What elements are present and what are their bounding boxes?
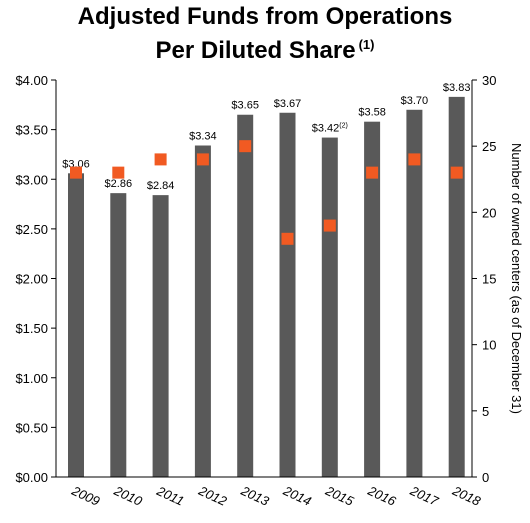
data-label: $3.83 [443, 82, 471, 94]
data-label: $3.34 [189, 131, 217, 143]
data-label: $3.42(2) [312, 123, 348, 135]
data-label: $2.84 [147, 180, 175, 192]
y-left-tick-label: $2.00 [15, 272, 48, 287]
y-right-tick-label: 30 [482, 73, 496, 88]
y-left-tick-label: $3.50 [15, 123, 48, 138]
chart-subtitle: Per Diluted Share (1) [0, 30, 530, 65]
owned-centers-marker [281, 232, 294, 245]
y-right-tick-label: 25 [482, 139, 496, 154]
bar-series: $3.06 $2.86 $2.84 $3.34 $3.65 $3.67 $3.42(2) $3… [62, 82, 471, 478]
data-label: $3.06 [62, 158, 90, 170]
owned-centers-marker [112, 166, 125, 179]
bar [406, 109, 423, 478]
y-left-tick-label: $3.00 [15, 172, 48, 187]
data-label: $3.67 [274, 98, 302, 110]
owned-centers-marker [154, 153, 167, 166]
bar [68, 173, 84, 478]
y-left-tick-label: $2.50 [15, 222, 48, 237]
owned-centers-marker [239, 140, 252, 153]
owned-centers-marker [408, 153, 421, 166]
bar [448, 96, 465, 477]
owned-centers-series [70, 140, 463, 245]
bar [321, 137, 338, 477]
x-tick-label: 2014 [280, 483, 313, 509]
y-right-tick-label: 15 [482, 272, 496, 287]
y-right-tick-label: 20 [482, 205, 496, 220]
y-right-tick-label: 10 [482, 338, 496, 353]
y-left-tick-label: $1.50 [15, 321, 48, 336]
owned-centers-marker [450, 166, 463, 179]
bar [152, 195, 169, 477]
owned-centers-marker [366, 166, 379, 179]
owned-centers-marker [196, 153, 209, 166]
axes: 2009 2010 2011 2012 2013 2014 2015 2016 2017 2018… [15, 73, 524, 509]
chart-title: Adjusted Funds from Operations [0, 2, 530, 31]
chart-title-line1: Adjusted Funds from Operations [77, 3, 453, 30]
data-label: $2.86 [105, 178, 133, 190]
y-left-tick-label: $0.00 [15, 470, 48, 485]
owned-centers-marker [323, 219, 336, 232]
bar [279, 112, 296, 477]
y-left-tick-label: $1.00 [15, 371, 48, 386]
x-tick-label: 2009 [69, 483, 102, 509]
y-right-tick-label: 5 [482, 404, 489, 419]
x-tick-label: 2010 [111, 483, 145, 510]
data-label: $3.65 [231, 100, 259, 112]
bar [364, 121, 381, 477]
x-tick-label: 2018 [449, 483, 483, 510]
x-tick-label: 2016 [365, 483, 399, 510]
chart-title-line2: Per Diluted Share [155, 37, 356, 64]
x-tick-label: 2013 [238, 483, 272, 510]
title-footnote: (1) [358, 37, 375, 52]
bar [237, 114, 254, 478]
bar [110, 193, 127, 477]
y-right-axis-label: Number of owned centers (as of December … [509, 143, 524, 414]
data-label: $3.58 [358, 107, 386, 119]
y-right-tick-label: 0 [482, 470, 489, 485]
data-label-footnote: (2) [339, 123, 348, 130]
x-tick-label: 2017 [407, 483, 441, 510]
owned-centers-marker [70, 166, 82, 179]
y-left-tick-label: $4.00 [15, 73, 48, 88]
x-tick-label: 2012 [196, 483, 230, 510]
x-tick-label: 2015 [323, 483, 357, 510]
data-label: $3.70 [401, 95, 429, 107]
y-left-tick-label: $0.50 [15, 420, 48, 435]
x-tick-label: 2011 [154, 483, 187, 509]
bar [194, 145, 211, 477]
